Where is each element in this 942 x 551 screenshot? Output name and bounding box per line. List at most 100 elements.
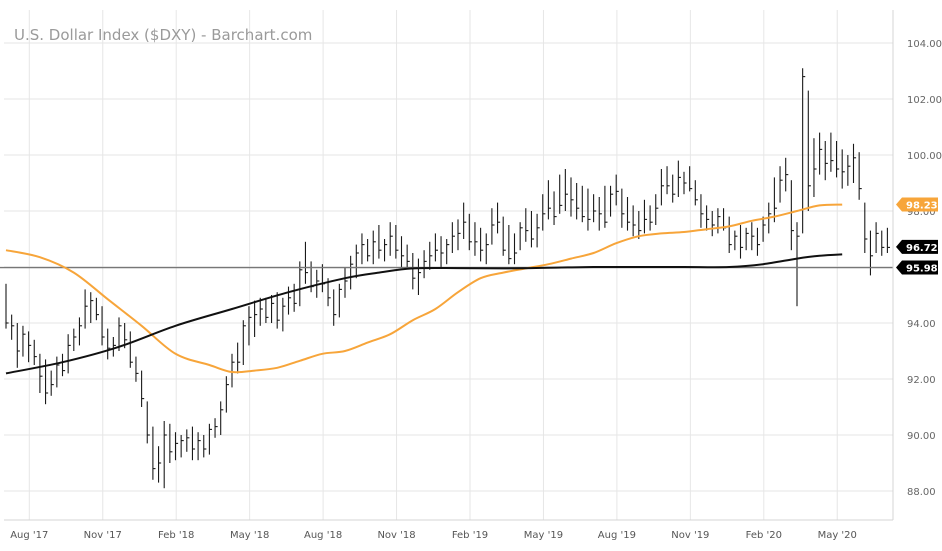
ohlc-bar [547, 180, 551, 220]
ohlc-bar [440, 236, 444, 267]
ohlc-bar [480, 227, 484, 262]
ohlc-bar [593, 194, 597, 223]
ohlc-bar [739, 225, 744, 259]
ohlc-bar [378, 225, 382, 259]
ohlc-bars [5, 68, 890, 489]
ohlc-bar [248, 306, 252, 346]
ohlc-bar [406, 244, 410, 267]
price-tag-label: 96.72 [906, 243, 938, 254]
ohlc-bar [270, 295, 275, 323]
ohlc-bar [95, 297, 99, 321]
ohlc-bar [852, 143, 857, 183]
ohlc-bar [779, 166, 783, 203]
ohlc-bar [457, 219, 461, 251]
ma-200-line [5, 253, 843, 375]
ohlc-bar [513, 233, 518, 265]
ohlc-bar [304, 241, 309, 284]
ohlc-bar [107, 328, 111, 360]
ohlc-bar [773, 177, 777, 223]
x-tick-label: Feb '18 [158, 530, 194, 541]
ohlc-bar [67, 334, 71, 374]
ohlc-bar [220, 401, 224, 435]
ohlc-bar [643, 199, 648, 234]
ohlc-bar [508, 225, 512, 265]
ohlc-bar [536, 213, 540, 248]
ohlc-bar [174, 432, 179, 461]
ma-50-line [5, 203, 843, 374]
ohlc-bar [485, 233, 489, 265]
ohlc-bar [434, 233, 438, 262]
ohlc-bar [694, 180, 698, 206]
x-tick-label: May '20 [818, 530, 857, 541]
x-tick-label: Feb '19 [452, 530, 488, 541]
ohlc-bar [626, 197, 631, 231]
chart-title: U.S. Dollar Index ($DXY) - Barchart.com [14, 26, 312, 44]
x-tick-label: May '18 [230, 530, 269, 541]
ohlc-bar [214, 418, 218, 438]
ohlc-bar [208, 423, 212, 455]
ohlc-bar [576, 183, 580, 220]
ohlc-bar [395, 225, 399, 259]
ohlc-bar [141, 370, 145, 407]
ohlc-bar [463, 202, 467, 239]
ohlc-bar [790, 180, 794, 251]
ohlc-bar [835, 141, 840, 178]
ohlc-bar [570, 177, 574, 217]
y-tick-label: 92.00 [907, 375, 936, 386]
price-tag: 96.72 [896, 239, 938, 254]
ohlc-bar [129, 331, 133, 368]
ohlc-bar [830, 132, 834, 172]
ohlc-bar [813, 138, 817, 197]
ohlc-bar [468, 213, 472, 251]
ohlc-bar [299, 261, 303, 307]
ohlc-bar [417, 258, 422, 295]
ohlc-bar [28, 331, 32, 363]
ohlc-bar [84, 289, 88, 329]
ohlc-bar [112, 337, 116, 357]
x-tick-label: Feb '20 [746, 530, 782, 541]
y-tick-label: 88.00 [907, 487, 936, 498]
ohlc-bar [525, 208, 529, 242]
ohlc-bar [751, 222, 755, 251]
ohlc-bar [655, 194, 659, 225]
ohlc-bar [446, 239, 450, 265]
ohlc-bar [542, 194, 546, 231]
ohlc-bar [242, 320, 246, 365]
ohlc-bar [796, 222, 800, 307]
x-tick-label: May '19 [524, 530, 563, 541]
ohlc-bar [875, 222, 879, 253]
ohlc-bar [412, 253, 416, 290]
ohlc-bar [474, 222, 478, 256]
ohlc-bar [496, 202, 501, 234]
ohlc-bar [344, 267, 348, 298]
ohlc-bar [581, 185, 585, 223]
price-tag-label: 95.98 [906, 264, 938, 275]
ohlc-bar [632, 205, 636, 237]
ohlc-bar [689, 166, 693, 192]
ohlc-bar [519, 222, 523, 251]
ohlc-bar [118, 317, 122, 351]
ohlc-bar [615, 174, 619, 206]
ohlc-bar [491, 208, 495, 245]
y-tick-label: 90.00 [907, 431, 936, 442]
ohlc-bar [756, 227, 761, 256]
price-tag-box [896, 197, 938, 212]
ohlc-bar [745, 227, 749, 251]
ohlc-bar [841, 149, 845, 189]
ohlc-bar [564, 169, 568, 211]
ohlc-bar [367, 239, 371, 262]
ohlc-bar [11, 314, 15, 340]
x-tick-label: Aug '19 [598, 530, 636, 541]
ohlc-bar [50, 370, 54, 396]
ohlc-bar [78, 317, 83, 346]
ohlc-bar [225, 376, 229, 413]
ohlc-bar [197, 432, 201, 461]
ohlc-bar [276, 292, 280, 329]
ohlc-bar [553, 191, 557, 225]
ohlc-bar [259, 297, 263, 326]
ohlc-bar [683, 171, 687, 195]
ohlc-bar [282, 297, 286, 332]
ohlc-bar [621, 188, 625, 228]
ohlc-bar [530, 211, 535, 248]
ohlc-bar [186, 429, 190, 452]
